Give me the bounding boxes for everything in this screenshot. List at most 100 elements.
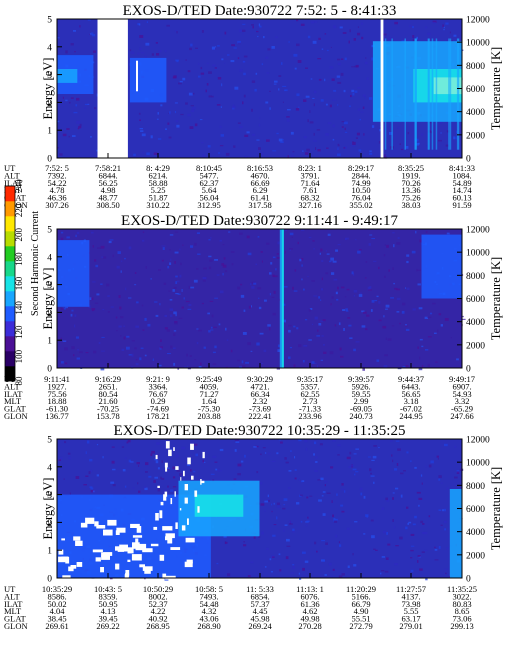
texture-speck	[304, 152, 309, 155]
texture-speck	[194, 359, 197, 361]
texture-speck	[349, 451, 352, 455]
intensity-streak	[431, 38, 434, 150]
texture-speck	[343, 121, 348, 125]
colorbar-segment	[5, 201, 15, 217]
texture-speck	[189, 126, 194, 129]
texture-speck	[314, 541, 317, 545]
texture-speck	[123, 325, 125, 328]
texture-speck	[282, 319, 286, 323]
texture-speck	[224, 31, 227, 35]
texture-speck	[242, 101, 244, 105]
texture-speck	[385, 304, 390, 308]
texture-speck	[191, 92, 195, 95]
saturation-patch	[61, 556, 69, 562]
texture-speck	[380, 572, 382, 575]
texture-speck	[309, 110, 311, 113]
texture-speck	[314, 316, 318, 320]
texture-speck	[321, 48, 324, 50]
texture-speck	[216, 274, 220, 276]
texture-speck	[307, 516, 309, 519]
table-cell: 60.13	[452, 193, 471, 203]
texture-speck	[145, 462, 149, 466]
y-tick-label: 2	[47, 99, 52, 109]
texture-speck	[180, 113, 184, 116]
texture-speck	[427, 336, 432, 338]
table-cell: 51.87	[148, 193, 167, 203]
texture-speck	[182, 77, 186, 81]
texture-speck	[134, 347, 137, 350]
texture-speck	[337, 153, 341, 157]
saturation-patch	[155, 513, 159, 521]
texture-speck	[291, 236, 293, 238]
texture-speck	[194, 443, 198, 446]
texture-speck	[381, 507, 385, 510]
texture-speck	[322, 491, 326, 493]
texture-speck	[363, 133, 365, 136]
texture-speck	[405, 287, 407, 289]
texture-speck	[92, 309, 94, 312]
colorbar-tick-label: 240	[14, 179, 24, 193]
saturation-patch	[162, 573, 167, 578]
texture-speck	[111, 460, 115, 464]
table-cell: 203.88	[197, 411, 220, 421]
texture-speck	[445, 144, 449, 147]
texture-speck	[283, 498, 288, 502]
texture-speck	[416, 268, 418, 272]
texture-speck	[176, 280, 180, 283]
texture-speck	[60, 308, 64, 310]
texture-speck	[212, 479, 215, 482]
texture-speck	[60, 337, 62, 340]
texture-speck	[75, 104, 78, 107]
texture-speck	[397, 237, 400, 239]
saturation-patch	[160, 501, 164, 506]
texture-speck	[118, 325, 122, 328]
texture-speck	[134, 272, 137, 274]
texture-speck	[172, 486, 177, 488]
texture-speck	[399, 536, 403, 540]
table-cell: 247.66	[450, 411, 473, 421]
texture-speck	[234, 449, 237, 452]
texture-speck	[77, 348, 79, 351]
texture-speck	[446, 547, 449, 550]
y-tick-label: 2	[47, 309, 52, 319]
table-cell: 49.98	[300, 614, 319, 624]
texture-speck	[363, 533, 366, 535]
texture-speck	[164, 314, 167, 317]
texture-speck	[298, 478, 301, 481]
texture-speck	[459, 475, 462, 477]
texture-speck	[329, 66, 334, 69]
table-cell: 9:44:37	[398, 374, 424, 384]
texture-speck	[245, 361, 249, 364]
table-cell: 38.45	[47, 614, 66, 624]
texture-speck	[91, 32, 94, 36]
texture-speck	[390, 297, 394, 299]
texture-speck	[253, 536, 256, 539]
texture-speck	[324, 33, 327, 35]
texture-speck	[299, 494, 303, 497]
texture-speck	[384, 154, 386, 158]
table-cell: 240.73	[349, 411, 372, 421]
table-cell: 3364.	[148, 381, 167, 391]
texture-speck	[129, 49, 132, 52]
saturation-patch	[150, 543, 159, 547]
texture-speck	[175, 454, 179, 458]
texture-speck	[337, 81, 342, 84]
texture-speck	[406, 506, 409, 509]
table-cell: 327.16	[298, 200, 321, 210]
colorbar-tick-label: 100	[14, 349, 24, 363]
texture-speck	[107, 311, 110, 313]
texture-speck	[374, 300, 378, 302]
texture-speck	[120, 270, 122, 273]
texture-speck	[192, 107, 196, 110]
texture-speck	[197, 253, 201, 255]
texture-speck	[198, 62, 200, 65]
saturation-patch	[162, 526, 173, 531]
texture-speck	[138, 465, 140, 467]
table-cell: 4670.	[250, 170, 269, 180]
texture-speck	[454, 445, 457, 448]
texture-speck	[393, 282, 395, 285]
y-tick-label: 4	[47, 463, 52, 473]
texture-speck	[112, 484, 116, 487]
texture-speck	[250, 561, 254, 564]
texture-speck	[311, 361, 315, 364]
